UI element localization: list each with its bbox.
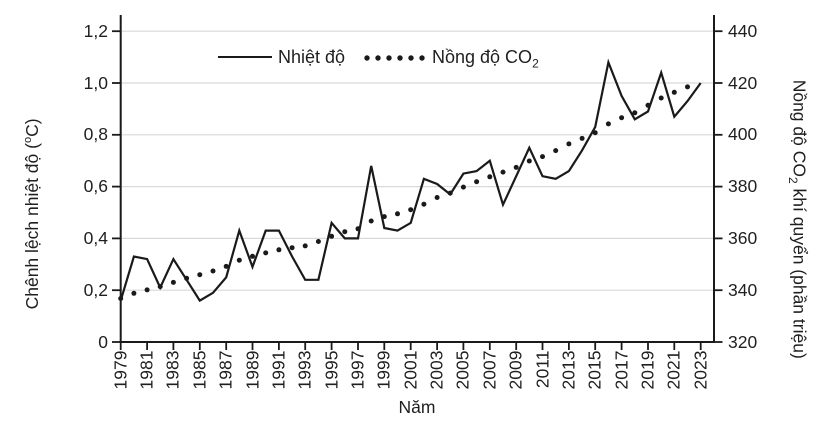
- y-left-title-unit: C): [21, 118, 42, 137]
- y-left-tick-label: 0: [98, 331, 108, 352]
- co2-dot: [658, 95, 664, 101]
- co2-dot: [157, 284, 163, 290]
- x-tick-label: 1993: [294, 350, 315, 390]
- x-axis-title: Năm: [398, 397, 436, 417]
- y-right-tick-label: 320: [728, 331, 758, 352]
- co2-dot: [131, 290, 137, 296]
- y-right-title-text: Nồng độ CO: [789, 79, 810, 177]
- x-tick-label: 2017: [611, 350, 632, 390]
- co2-dot: [540, 154, 545, 160]
- co2-dot: [434, 195, 440, 200]
- co2-dot: [592, 130, 598, 136]
- co2-dot: [210, 268, 216, 274]
- co2-dot: [526, 158, 532, 164]
- y-left-tick-label: 1,2: [83, 20, 108, 41]
- x-tick-label: 2005: [452, 350, 473, 390]
- y-left-title-text: Chênh lệch nhiệt độ (: [21, 143, 42, 310]
- co2-dot: [645, 102, 651, 108]
- y-left-tick-label: 0,6: [83, 176, 108, 197]
- y-right-axis-title: Nồng độ CO2 khí quyển (phần triệu): [782, 69, 811, 369]
- co2-dot: [263, 250, 269, 256]
- x-tick-label: 2001: [400, 350, 421, 390]
- co2-dot: [579, 135, 585, 141]
- y-right-tick-label: 420: [728, 72, 758, 93]
- co2-dot: [685, 84, 690, 90]
- y-right-title-unit: khí quyển (phần triệu): [789, 183, 810, 359]
- x-tick-label: 1989: [242, 350, 262, 390]
- co2-dot: [474, 179, 480, 185]
- co2-dot: [197, 272, 203, 278]
- legend-label-co2: Nồng độ CO2: [432, 46, 539, 75]
- x-tick-label: 2003: [426, 350, 447, 390]
- y-right-tick-label: 440: [728, 20, 758, 41]
- co2-dot: [289, 245, 295, 251]
- x-tick-label: 1987: [215, 350, 236, 390]
- co2-dot: [632, 110, 638, 116]
- co2-dot: [184, 275, 190, 281]
- co2-dot: [566, 141, 572, 147]
- legend-label-temperature: Nhiệt độ: [278, 47, 346, 67]
- legend-dots-sample-co2: [364, 55, 425, 61]
- x-tick-label: 1995: [321, 350, 342, 390]
- co2-dot: [355, 226, 361, 232]
- co2-dot: [671, 89, 677, 95]
- co2-dot: [553, 148, 559, 154]
- co2-dot: [302, 243, 308, 249]
- co2-dot: [223, 263, 229, 269]
- y-left-tick-label: 0,2: [83, 279, 108, 300]
- legend-label-co2-subscript: 2: [532, 56, 539, 71]
- y-left-axis-title: Chênh lệch nhiệt độ (oC): [17, 84, 43, 344]
- co2-dot: [329, 233, 335, 239]
- x-tick-label: 2023: [690, 350, 711, 390]
- x-tick-label: 2011: [532, 350, 552, 389]
- x-tick-label: 1991: [268, 350, 289, 390]
- co2-dot: [315, 239, 321, 244]
- legend-label-co2-text: Nồng độ CO: [432, 47, 533, 67]
- co2-dot: [250, 253, 255, 259]
- co2-dot: [144, 287, 150, 293]
- co2-dot: [619, 115, 625, 121]
- co2-dot: [368, 218, 374, 224]
- x-tick-label: 2009: [505, 350, 526, 390]
- temperature-line: [119, 58, 702, 303]
- y-left-tick-label: 0,8: [83, 124, 108, 145]
- co2-dot: [342, 229, 348, 235]
- co2-dot: [421, 201, 427, 207]
- co2-dot: [500, 169, 506, 175]
- x-tick-label: 1981: [136, 350, 157, 390]
- x-tick-label: 2019: [637, 350, 658, 390]
- co2-dot: [408, 207, 414, 213]
- x-tick-label: 2015: [584, 350, 605, 390]
- co2-dot: [513, 164, 519, 170]
- y-right-tick-label: 400: [728, 124, 758, 145]
- x-tick-label: 1983: [162, 350, 183, 390]
- co2-dot: [170, 279, 176, 285]
- co2-dot: [395, 211, 400, 217]
- legend-line-sample-temperature: [218, 56, 272, 58]
- x-tick-label: 1999: [373, 350, 394, 390]
- y-right-tick-label: 340: [728, 279, 758, 300]
- co2-dot: [460, 184, 466, 190]
- co2-dot: [236, 257, 242, 263]
- x-tick-label: 1979: [110, 350, 131, 390]
- y-right-tick-label: 380: [728, 176, 758, 197]
- x-tick-label: 2007: [479, 350, 500, 390]
- degree-symbol: o: [22, 136, 35, 144]
- y-right-tick-label: 360: [728, 227, 758, 248]
- co2-dot: [447, 190, 453, 196]
- y-left-tick-label: 1,0: [83, 72, 108, 93]
- y-left-tick-label: 0,4: [83, 227, 108, 248]
- co2-dot: [487, 174, 493, 180]
- x-tick-label: 2021: [663, 350, 684, 390]
- x-tick-label: 2013: [558, 350, 579, 390]
- co2-dot: [381, 214, 387, 220]
- x-tick-label: 1985: [189, 350, 210, 390]
- co2-dot: [605, 121, 611, 127]
- x-tick-label: 1997: [347, 350, 368, 390]
- co2-dot: [276, 247, 282, 253]
